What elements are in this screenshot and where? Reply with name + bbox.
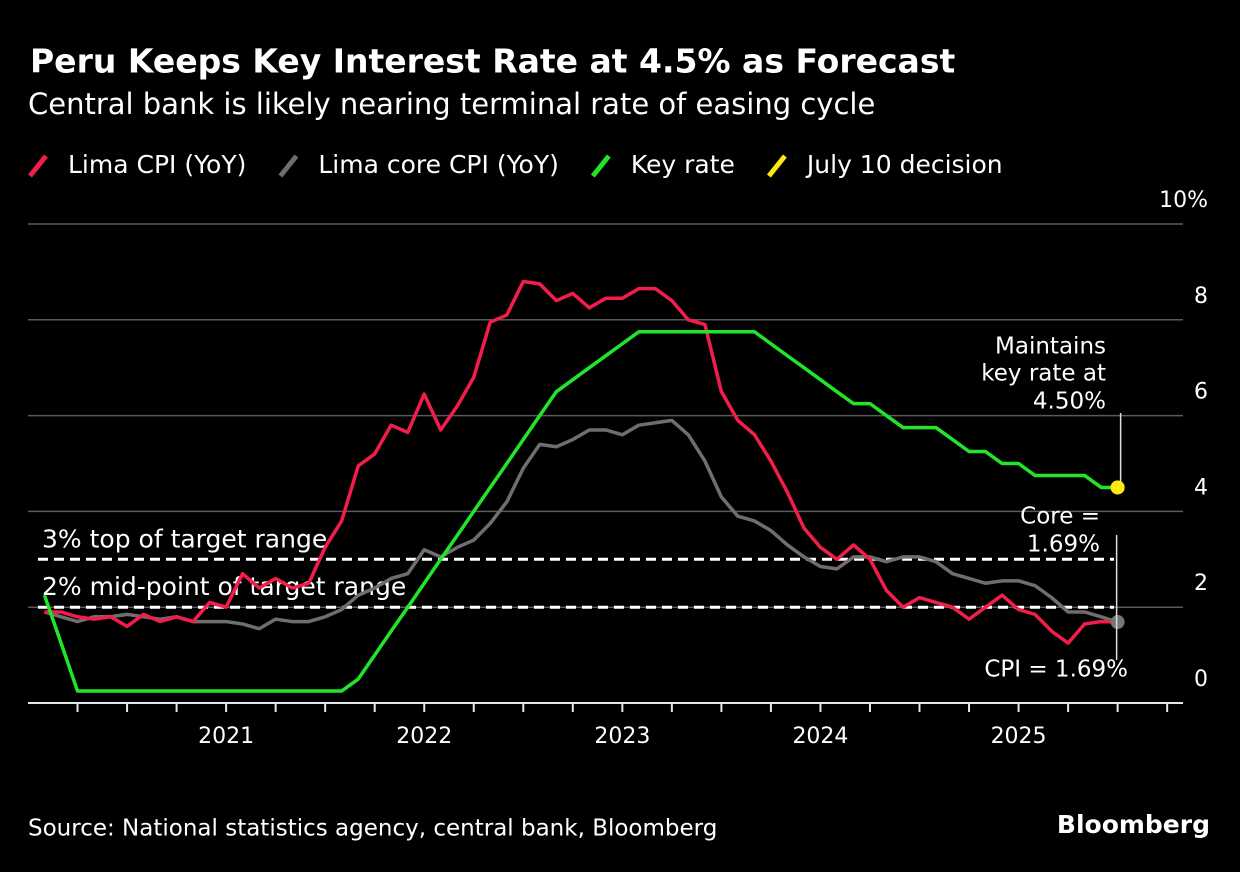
y-tick-label: 2	[1194, 571, 1208, 596]
annotation-text: Core =	[1020, 504, 1100, 530]
y-tick-label: 8	[1194, 284, 1208, 309]
annotation-text: CPI = 1.69%	[984, 657, 1128, 683]
series-line	[44, 279, 1118, 645]
x-tick-label: 2021	[198, 724, 254, 749]
annotation-text: 1.69%	[1027, 532, 1100, 558]
legend-marker	[28, 154, 48, 178]
brand: Bloomberg	[1057, 810, 1210, 839]
legend-label: July 10 decision	[805, 150, 1003, 179]
decision-point	[1110, 480, 1125, 495]
y-tick-label: 4	[1194, 475, 1208, 500]
annotation-text: Maintains	[995, 334, 1106, 360]
legend-marker	[590, 154, 611, 178]
legend-label: Lima core CPI (YoY)	[318, 150, 558, 179]
x-tick-label: 2025	[991, 724, 1047, 749]
series-line	[43, 418, 1119, 631]
end-point	[1110, 615, 1125, 630]
series-line	[42, 330, 1118, 693]
x-tick-label: 2023	[594, 724, 650, 749]
source-note: Source: National statistics agency, cent…	[28, 816, 717, 842]
y-tick-label: 6	[1194, 380, 1208, 405]
y-tick-label: 0	[1194, 667, 1208, 692]
chart-subtitle: Central bank is likely nearing terminal …	[28, 87, 875, 121]
annotation-text: 4.50%	[1033, 389, 1106, 415]
legend-label: Key rate	[631, 150, 735, 179]
legend-marker	[766, 154, 787, 178]
annotation-text: key rate at	[981, 361, 1106, 387]
reference-label: 2% mid-point of target range	[42, 572, 406, 601]
legend-label: Lima CPI (YoY)	[68, 150, 246, 179]
legend-marker	[278, 154, 299, 178]
x-tick-label: 2024	[792, 724, 848, 749]
x-tick-label: 2022	[396, 724, 452, 749]
reference-label: 3% top of target range	[42, 524, 327, 553]
chart-title: Peru Keeps Key Interest Rate at 4.5% as …	[30, 42, 955, 81]
y-tick-label: 10%	[1159, 188, 1208, 213]
